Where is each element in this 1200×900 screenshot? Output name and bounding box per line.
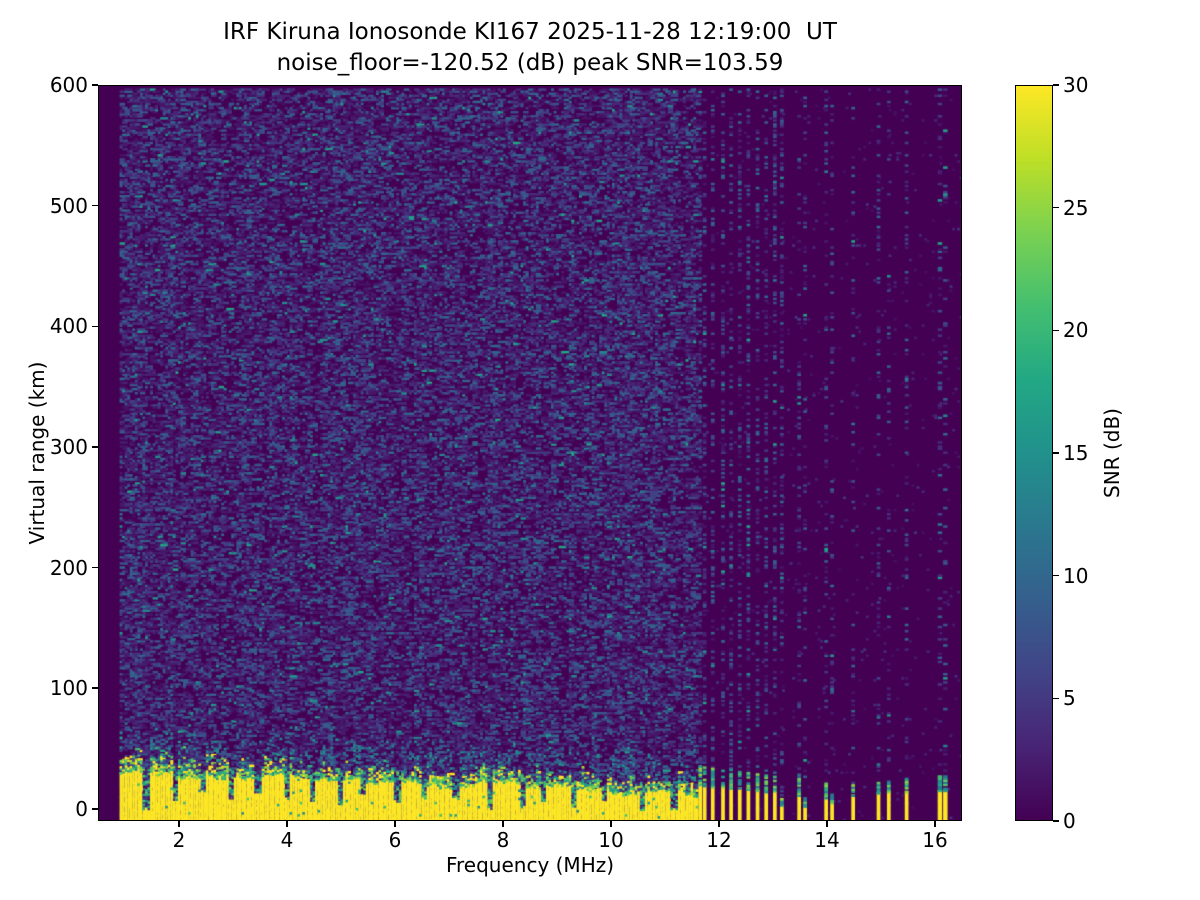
x-tick-mark — [286, 821, 288, 827]
y-tick-label: 100 — [49, 676, 88, 701]
y-tick-label: 0 — [75, 796, 88, 821]
colorbar-tick-label: 20 — [1063, 318, 1089, 343]
x-tick-mark — [394, 821, 396, 827]
plot-area — [98, 85, 962, 821]
x-tick-mark — [610, 821, 612, 827]
x-tick-label: 10 — [598, 828, 624, 852]
colorbar-tick-label: 10 — [1063, 563, 1089, 588]
x-tick-label: 14 — [814, 828, 840, 852]
colorbar-tick-mark — [1053, 84, 1059, 86]
x-tick-label: 2 — [172, 828, 186, 852]
colorbar-tick-label: 30 — [1063, 73, 1089, 97]
colorbar-tick-label: 0 — [1063, 809, 1076, 833]
y-tick-mark — [92, 446, 98, 448]
colorbar-tick-label: 25 — [1063, 195, 1089, 220]
colorbar-tick-mark — [1053, 329, 1059, 332]
y-tick-mark — [92, 325, 98, 328]
colorbar-tick-label: 15 — [1063, 441, 1089, 465]
plot-title: IRF Kiruna Ionosonde KI167 2025-11-28 12… — [223, 19, 837, 45]
x-tick-mark — [502, 821, 504, 827]
x-tick-mark — [178, 821, 180, 827]
colorbar-tick-mark — [1053, 206, 1059, 209]
y-tick-label: 200 — [49, 555, 88, 580]
y-tick-mark — [92, 808, 98, 810]
y-tick-mark — [92, 84, 98, 86]
x-axis-label: Frequency (MHz) — [445, 853, 615, 877]
x-tick-mark — [718, 821, 720, 827]
colorbar — [1015, 85, 1053, 821]
y-tick-mark — [92, 566, 98, 569]
colorbar-tick-mark — [1053, 697, 1059, 700]
y-tick-label: 500 — [49, 193, 88, 218]
colorbar-tick-mark — [1053, 820, 1059, 822]
x-tick-label: 12 — [706, 828, 732, 852]
y-tick-mark — [92, 687, 98, 690]
y-tick-label: 300 — [49, 434, 88, 459]
x-tick-mark — [934, 821, 936, 827]
x-tick-label: 6 — [388, 828, 402, 852]
y-tick-label: 600 — [49, 73, 88, 97]
x-tick-label: 8 — [496, 828, 510, 852]
x-tick-mark — [826, 821, 828, 827]
colorbar-tick-mark — [1053, 574, 1059, 577]
heatmap-canvas — [98, 85, 962, 821]
colorbar-tick-label: 5 — [1063, 686, 1076, 711]
y-tick-label: 400 — [49, 314, 88, 339]
plot-subtitle: noise_floor=-120.52 (dB) peak SNR=103.59 — [276, 50, 784, 76]
x-tick-label: 16 — [922, 828, 948, 852]
x-tick-label: 4 — [280, 828, 294, 852]
y-axis-label: Virtual range (km) — [25, 361, 49, 545]
colorbar-label: SNR (dB) — [1100, 408, 1124, 498]
y-tick-mark — [92, 204, 98, 207]
colorbar-tick-mark — [1053, 452, 1059, 454]
